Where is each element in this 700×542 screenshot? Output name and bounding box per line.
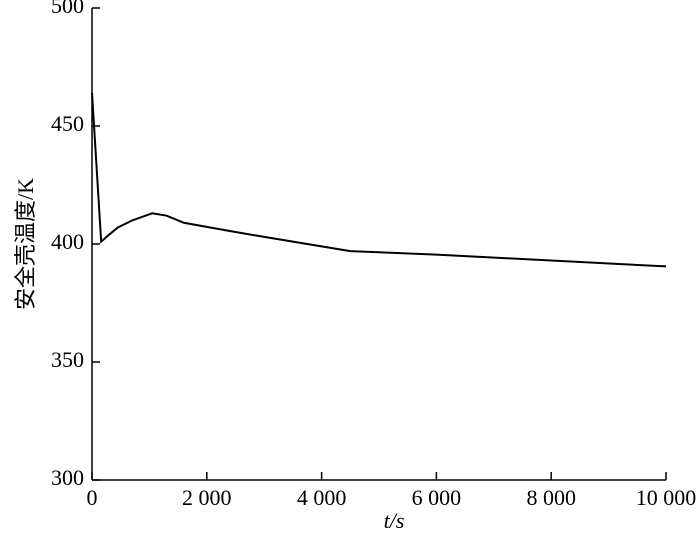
line-series bbox=[91, 92, 667, 268]
x-axis-label: t/s bbox=[384, 508, 405, 533]
y-tick-label: 350 bbox=[51, 347, 84, 372]
x-tick-label: 0 bbox=[87, 485, 98, 510]
y-axis-label: 安全壳温度/K bbox=[13, 178, 38, 310]
y-tick-label: 500 bbox=[51, 0, 84, 18]
x-tick-label: 10 000 bbox=[636, 485, 697, 510]
x-tick-label: 2 000 bbox=[182, 485, 232, 510]
y-tick-label: 300 bbox=[51, 465, 84, 490]
x-tick-label: 6 000 bbox=[412, 485, 462, 510]
y-tick-label: 450 bbox=[51, 111, 84, 136]
y-tick-label: 400 bbox=[51, 229, 84, 254]
x-tick-label: 4 000 bbox=[297, 485, 347, 510]
x-tick-label: 8 000 bbox=[526, 485, 576, 510]
